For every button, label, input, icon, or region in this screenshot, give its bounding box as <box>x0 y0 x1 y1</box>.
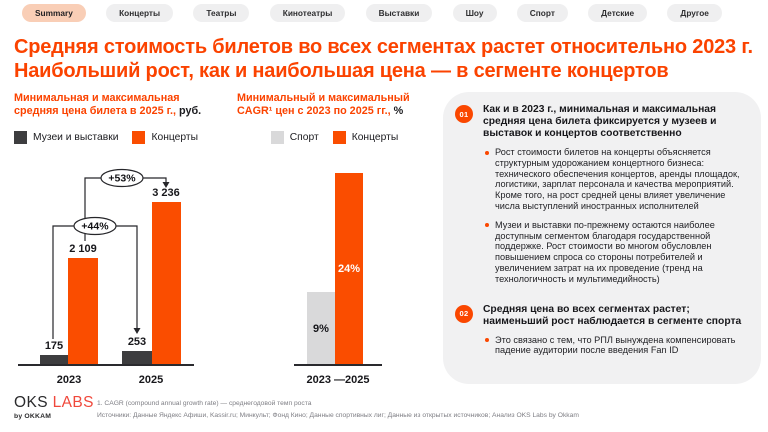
insight-point-1-title: Как и в 2023 г., минимальная и максималь… <box>483 104 717 139</box>
value-label-concerts-cagr: 24% <box>337 263 361 276</box>
cagr-chart-header-line-1: Минимальный и максимальный <box>237 92 410 104</box>
insight-point-1: 01 Как и в 2023 г., минимальная и максим… <box>455 104 745 293</box>
insights-panel: 01 Как и в 2023 г., минимальная и максим… <box>443 92 761 384</box>
legend-label-concerts: Концерты <box>151 132 199 143</box>
tab-vystavki[interactable]: Выставки <box>365 4 433 22</box>
cagr-chart-header: Минимальный и максимальный CAGR¹ цен с 2… <box>237 92 410 118</box>
tab-sport[interactable]: Спорт <box>516 4 568 22</box>
cagr-bar-chart: 9% 24% 2023 —2025 <box>237 158 432 390</box>
price-chart-legend: Музеи и выставки Концерты <box>14 131 198 144</box>
price-bar-chart: 175 2 109 253 3 236 2023 2025 +53% +44% <box>14 158 219 390</box>
cagr-footnote: 1. CAGR (compound annual growth rate) — … <box>97 400 312 407</box>
logo-part-labs: LABS <box>52 394 94 411</box>
cagr-chart-unit: % <box>393 105 404 117</box>
insight-bullet: Рост стоимости билетов на концерты объяс… <box>483 147 745 212</box>
tab-detskie[interactable]: Детские <box>588 4 648 22</box>
bar-sport-cagr <box>307 292 335 364</box>
axis-label-2025: 2025 <box>138 374 164 386</box>
tab-drugoe[interactable]: Другое <box>667 4 722 22</box>
cagr-chart-header-line-2: CAGR¹ цен с 2023 по 2025 гг., % <box>237 105 404 117</box>
legend-item-sport: Спорт <box>270 131 319 144</box>
price-chart-unit: руб. <box>179 105 202 117</box>
value-label-museums-2023: 175 <box>44 340 64 353</box>
segment-tabs: Summary Концерты Театры Кинотеатры Выста… <box>22 4 722 22</box>
oks-labs-logo: OKS LABS by OKKAM <box>14 394 94 420</box>
value-label-museums-2025: 253 <box>127 336 147 349</box>
insight-bullet: Это связано с тем, что РПЛ вынуждена ком… <box>483 335 745 357</box>
x-axis-price-chart <box>18 364 194 366</box>
legend-swatch-sport <box>270 131 284 144</box>
oks-labs-logo-wordmark: OKS LABS <box>14 394 94 412</box>
insight-point-1-bullets: Рост стоимости билетов на концерты объяс… <box>483 147 745 285</box>
insight-point-2-body: Средняя цена во всех сегментах растет; н… <box>483 304 745 365</box>
insight-point-2-bullets: Это связано с тем, что РПЛ вынуждена ком… <box>483 335 745 357</box>
sources-line: Источники: Данные Яндекс Афиши, Kassir.r… <box>97 412 579 419</box>
tab-kinoteatry[interactable]: Кинотеатры <box>269 4 346 22</box>
price-chart-header-line-1: Минимальная и максимальная <box>14 92 180 104</box>
tab-summary[interactable]: Summary <box>22 4 86 22</box>
page-title-line-1: Средняя стоимость билетов во всех сегмен… <box>14 36 753 58</box>
point-1-number-badge: 01 <box>455 105 473 123</box>
price-chart-header-line-2: средняя цена билета в 2025 г., руб. <box>14 105 202 117</box>
legend-swatch-concerts-cagr <box>332 131 346 144</box>
insight-point-2: 02 Средняя цена во всех сегментах растет… <box>455 304 745 365</box>
tab-shou[interactable]: Шоу <box>452 4 497 22</box>
legend-label-concerts-cagr: Концерты <box>351 132 399 143</box>
insight-point-2-title: Средняя цена во всех сегментах растет; н… <box>483 303 742 327</box>
x-axis-cagr-chart <box>294 364 382 366</box>
legend-item-museums: Музеи и выставки <box>14 131 118 144</box>
price-chart-header: Минимальная и максимальная средняя цена … <box>14 92 201 118</box>
legend-label-sport: Спорт <box>289 132 319 143</box>
axis-label-2023-2025: 2023 —2025 <box>306 374 370 386</box>
bar-museums-2025 <box>122 351 152 364</box>
value-label-concerts-2023: 2 109 <box>69 243 97 256</box>
page-title: Средняя стоимость билетов во всех сегмен… <box>14 35 753 83</box>
axis-label-2023: 2023 <box>56 374 82 386</box>
cagr-chart-legend: Спорт Концерты <box>237 131 432 144</box>
legend-label-museums: Музеи и выставки <box>33 132 119 143</box>
tab-teatry[interactable]: Театры <box>193 4 250 22</box>
growth-annotation-53-label: +53% <box>108 173 136 185</box>
legend-swatch-museums <box>14 131 27 144</box>
value-label-concerts-2025: 3 236 <box>152 186 180 199</box>
point-2-number-badge: 02 <box>455 304 473 323</box>
page-title-line-2: Наибольший рост, как и наибольшая цена —… <box>14 60 669 82</box>
logo-byline: by OKKAM <box>14 413 52 420</box>
logo-part-oks: OKS <box>14 394 48 411</box>
bar-museums-2023 <box>40 355 68 364</box>
legend-item-concerts-cagr: Концерты <box>332 131 399 144</box>
insight-point-1-body: Как и в 2023 г., минимальная и максималь… <box>483 104 745 293</box>
tab-koncerty[interactable]: Концерты <box>106 4 174 22</box>
legend-item-concerts: Концерты <box>132 131 198 144</box>
bar-concerts-cagr <box>335 172 363 364</box>
growth-annotation-44-label: +44% <box>81 221 109 233</box>
insight-bullet: Музеи и выставки по-прежнему остаются на… <box>483 220 745 285</box>
legend-swatch-concerts <box>132 131 146 144</box>
value-label-sport-cagr: 9% <box>313 323 329 336</box>
